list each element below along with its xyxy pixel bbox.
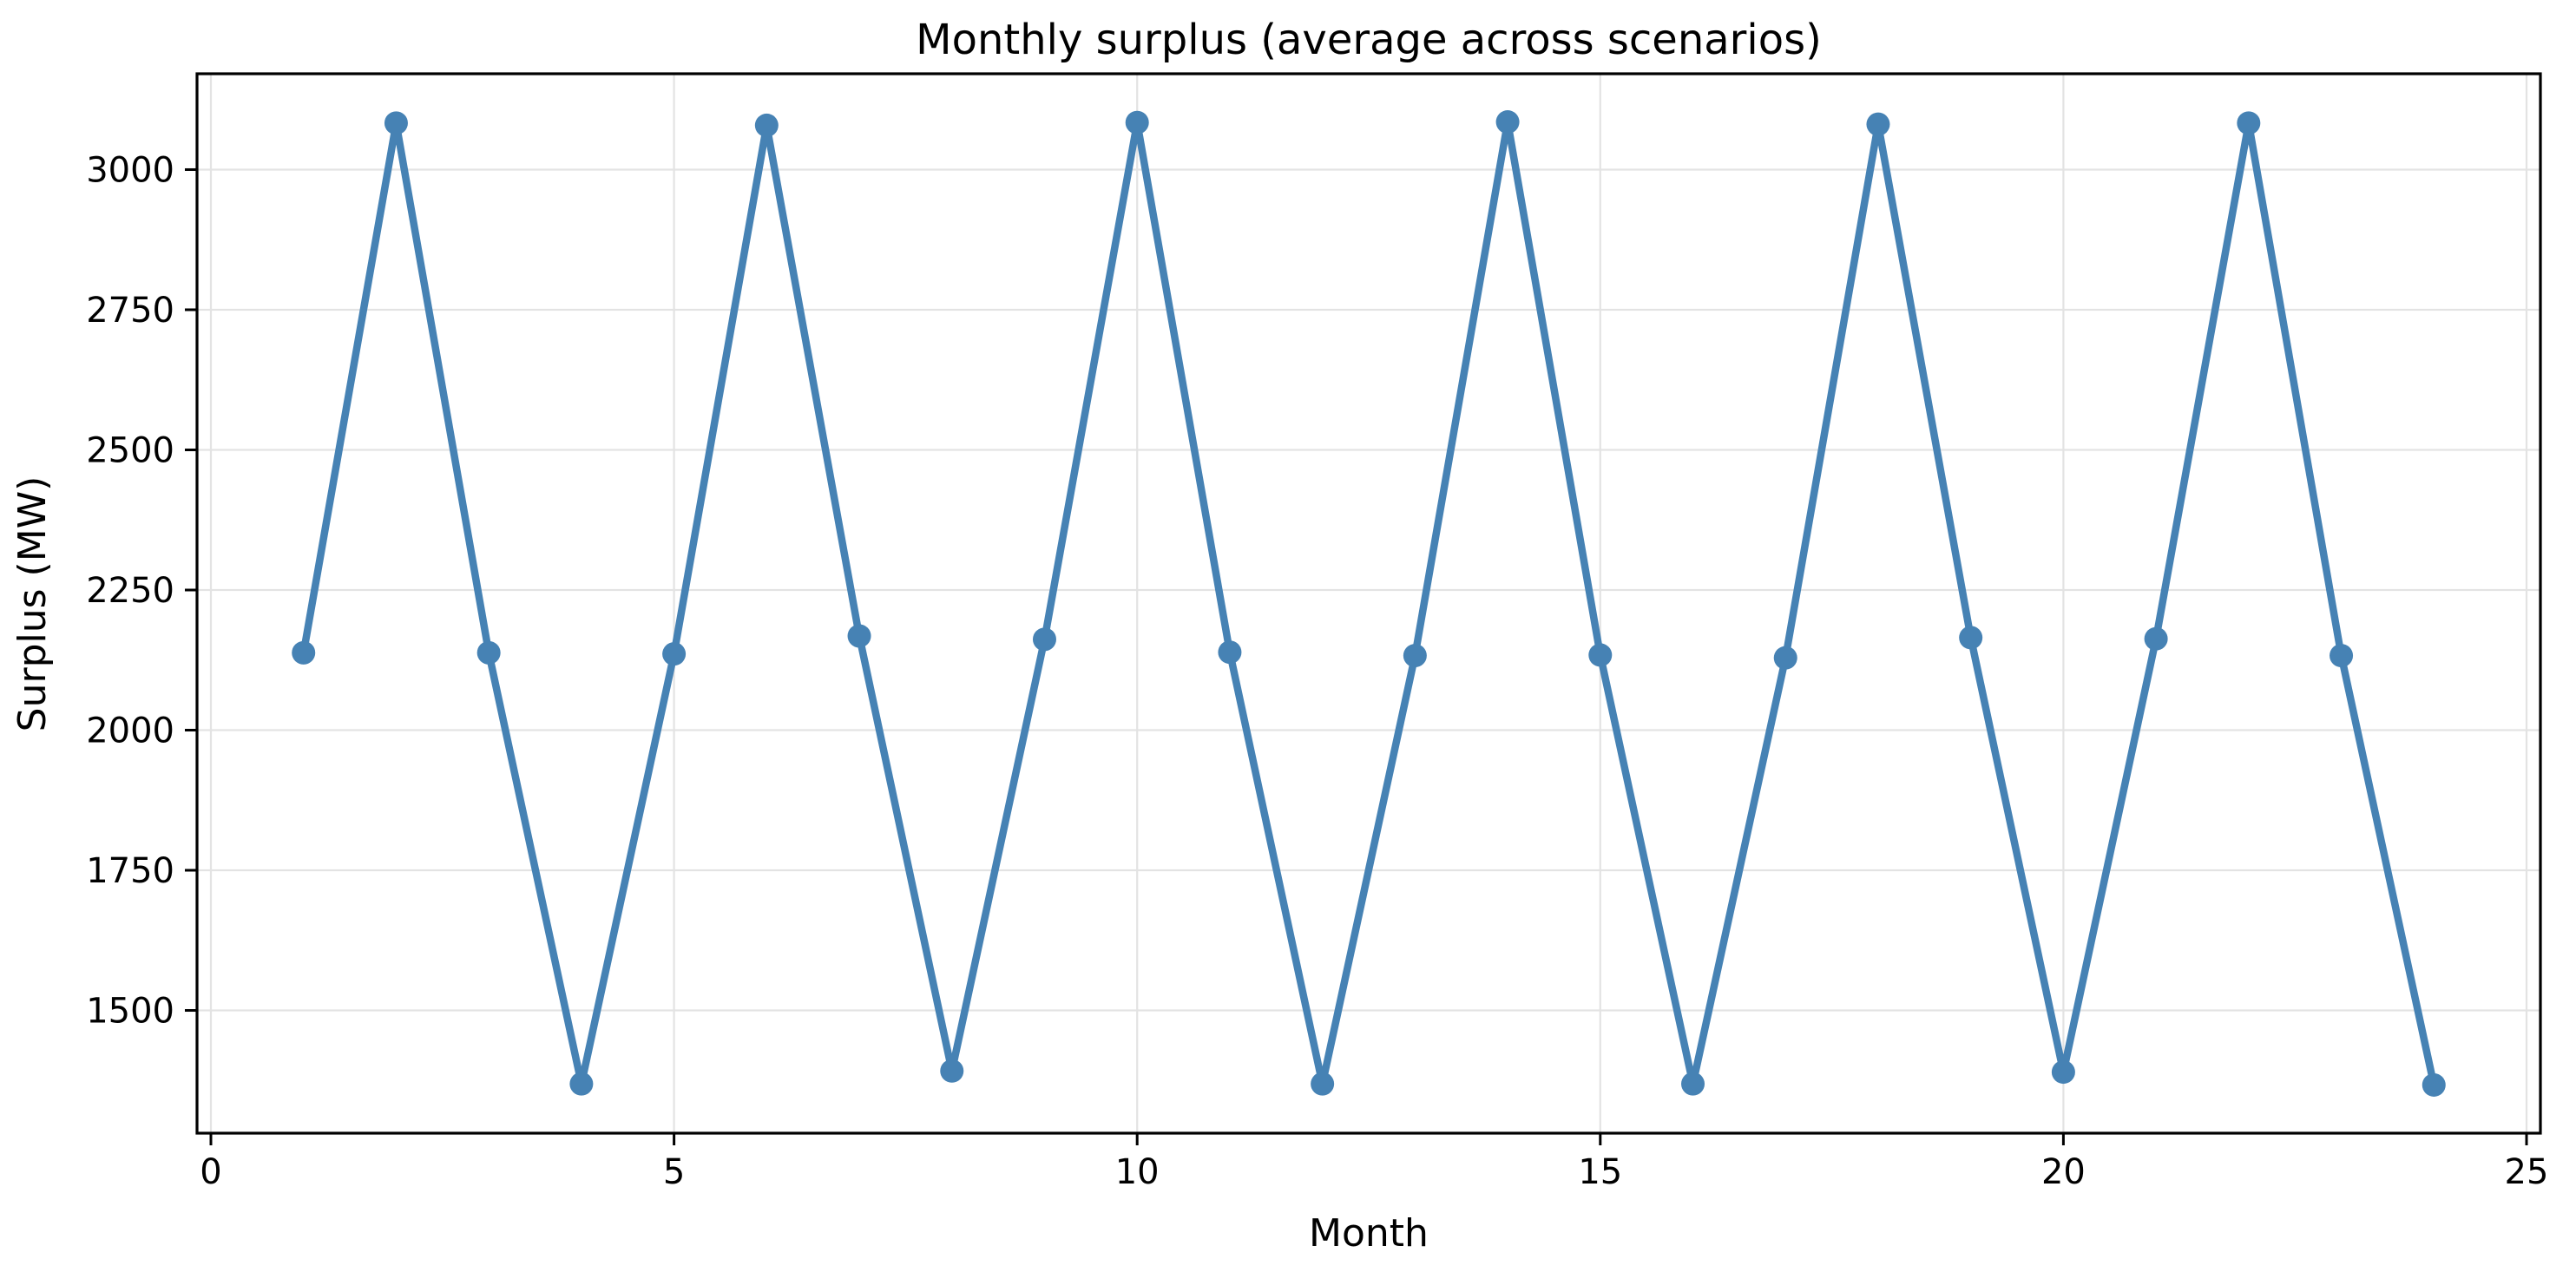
data-point-month-13 xyxy=(1403,644,1427,668)
data-point-month-21 xyxy=(2144,626,2168,651)
y-tick-label: 2000 xyxy=(86,711,174,751)
plot-border xyxy=(195,72,2542,1135)
y-tick-label: 2500 xyxy=(86,430,174,470)
y-tick-label: 3000 xyxy=(86,150,174,190)
data-point-month-14 xyxy=(1495,110,1520,134)
axis-text: Monthly surplus (average across scenario… xyxy=(10,16,1822,1256)
data-point-month-2 xyxy=(384,111,408,135)
series-line xyxy=(299,118,2438,1089)
data-point-month-10 xyxy=(1125,110,1149,134)
data-point-month-24 xyxy=(2422,1072,2446,1097)
data-point-month-7 xyxy=(847,624,871,648)
y-axis-label: Surplus (MW) xyxy=(10,476,55,732)
chart-title: Monthly surplus (average across scenario… xyxy=(916,16,1822,64)
x-tick-label: 20 xyxy=(2041,1152,2086,1192)
data-point-month-16 xyxy=(1681,1072,1705,1096)
series-monthly-surplus xyxy=(292,110,2446,1097)
data-point-month-22 xyxy=(2237,111,2261,135)
data-point-month-9 xyxy=(1032,627,1056,652)
x-axis-label: Month xyxy=(1309,1211,1429,1256)
data-point-month-4 xyxy=(569,1072,594,1096)
y-tick-label: 1500 xyxy=(86,992,174,1032)
x-tick-label: 5 xyxy=(663,1152,685,1192)
data-point-month-20 xyxy=(2051,1060,2075,1085)
x-tick-label: 15 xyxy=(1578,1152,1622,1192)
data-point-month-6 xyxy=(754,113,779,137)
data-point-month-17 xyxy=(1773,646,1797,670)
y-tick-label: 1750 xyxy=(86,851,174,891)
data-point-month-1 xyxy=(292,640,316,665)
data-point-month-11 xyxy=(1218,640,1242,665)
x-tick-label: 0 xyxy=(200,1152,221,1192)
y-tick-label: 2750 xyxy=(86,291,174,331)
x-tick-label: 10 xyxy=(1115,1152,1160,1192)
data-point-month-8 xyxy=(940,1059,964,1083)
data-point-month-15 xyxy=(1588,643,1613,667)
gridlines xyxy=(197,74,2540,1133)
data-point-month-12 xyxy=(1311,1072,1335,1096)
axis-ticks: 0 5 10 15 20 25 1500 1750 2000 2250 2500 2750 3000 xyxy=(86,150,2548,1192)
plot-area xyxy=(197,74,2540,1133)
data-point-month-19 xyxy=(1959,626,1983,650)
x-tick-label: 25 xyxy=(2505,1152,2549,1192)
data-point-month-23 xyxy=(2330,644,2354,668)
data-point-month-3 xyxy=(476,640,501,665)
axes-spines xyxy=(195,72,2542,1135)
data-point-month-5 xyxy=(662,642,687,666)
y-tick-label: 2250 xyxy=(86,571,174,611)
data-point-month-18 xyxy=(1866,112,1890,136)
